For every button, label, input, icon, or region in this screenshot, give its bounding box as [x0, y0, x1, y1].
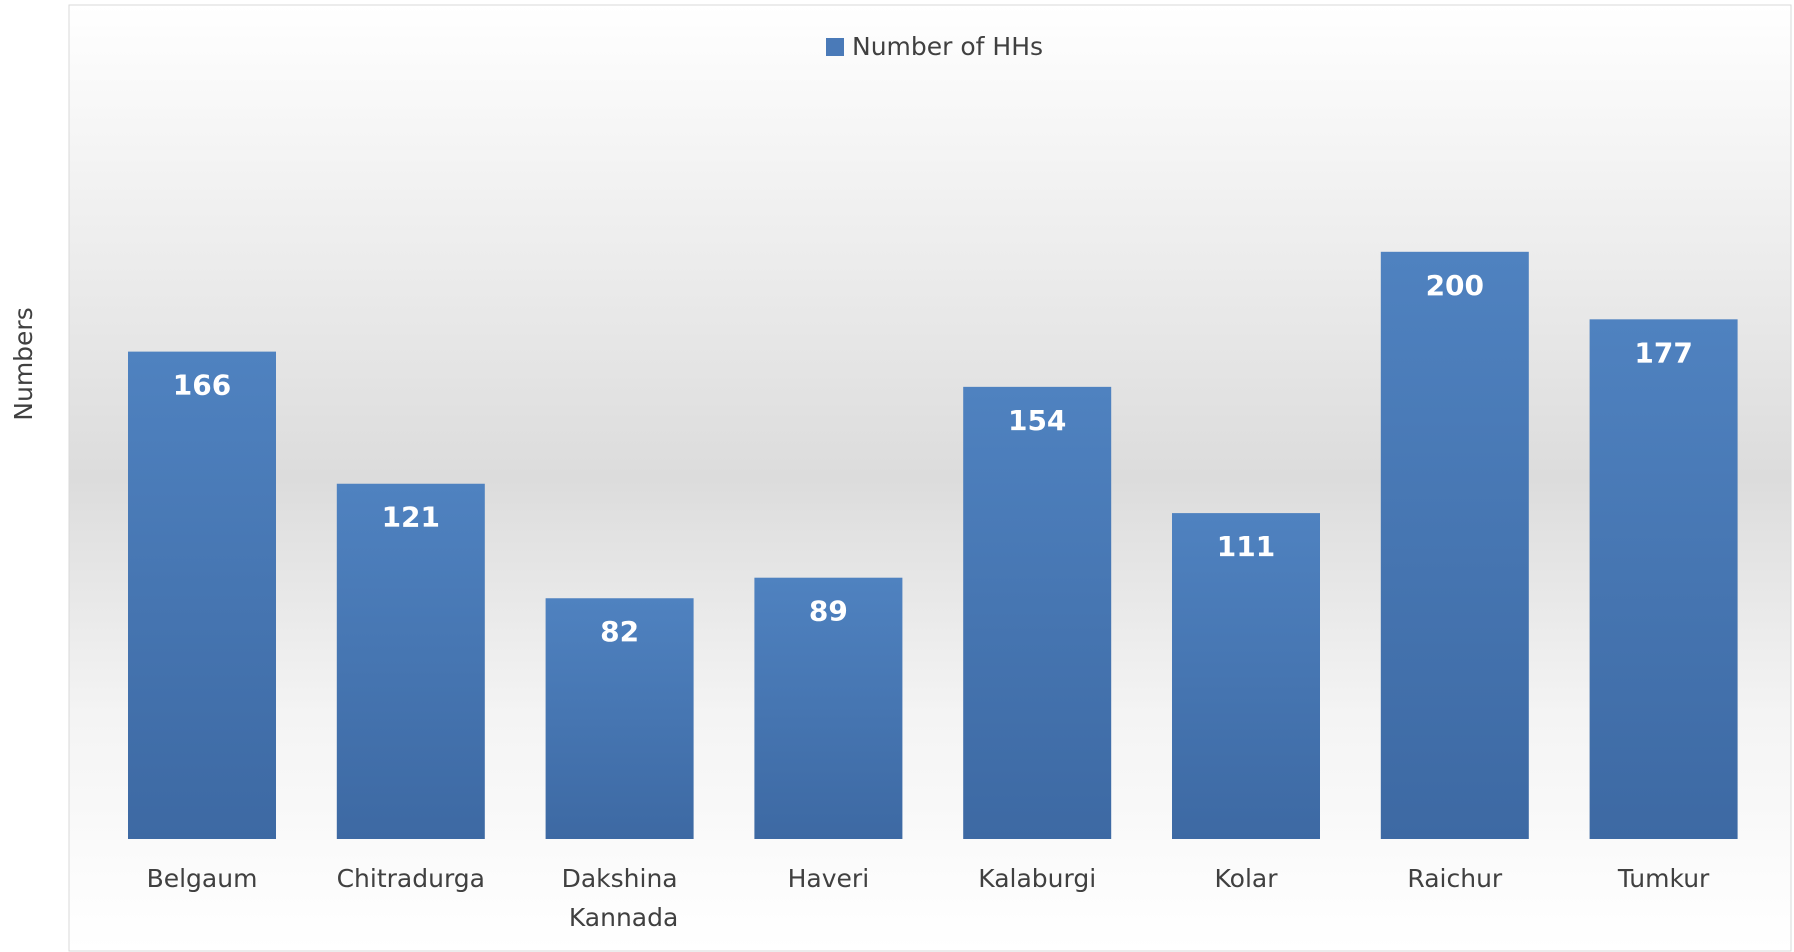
data-label: 89	[809, 595, 848, 628]
bar	[545, 598, 694, 839]
bar	[963, 386, 1112, 839]
x-tick-label: Belgaum	[147, 864, 258, 893]
bar	[336, 483, 485, 839]
legend-swatch	[826, 38, 844, 56]
bar	[1380, 251, 1529, 840]
bar	[754, 577, 903, 839]
data-label: 121	[382, 501, 440, 534]
data-label: 200	[1426, 269, 1484, 302]
data-label: 82	[600, 615, 639, 648]
x-tick-label: Tumkur	[1617, 864, 1710, 893]
x-tick-label: Chitradurga	[337, 864, 485, 893]
data-label: 154	[1008, 404, 1066, 437]
data-label: 166	[173, 369, 231, 402]
x-tick-label: Kalaburgi	[978, 864, 1096, 893]
x-tick-label: Haveri	[788, 864, 870, 893]
legend-label: Number of HHs	[852, 32, 1043, 61]
x-tick-label: Dakshina Kannada	[561, 864, 678, 932]
data-label: 111	[1217, 530, 1275, 563]
plot-frame	[68, 4, 1792, 952]
x-tick-label: Raichur	[1407, 864, 1503, 893]
bar	[1589, 319, 1738, 839]
bar	[1172, 513, 1320, 839]
bar	[128, 351, 276, 839]
y-axis-label: Numbers	[9, 307, 38, 420]
data-label: 177	[1634, 336, 1692, 369]
x-tick-label: Kolar	[1215, 864, 1279, 893]
